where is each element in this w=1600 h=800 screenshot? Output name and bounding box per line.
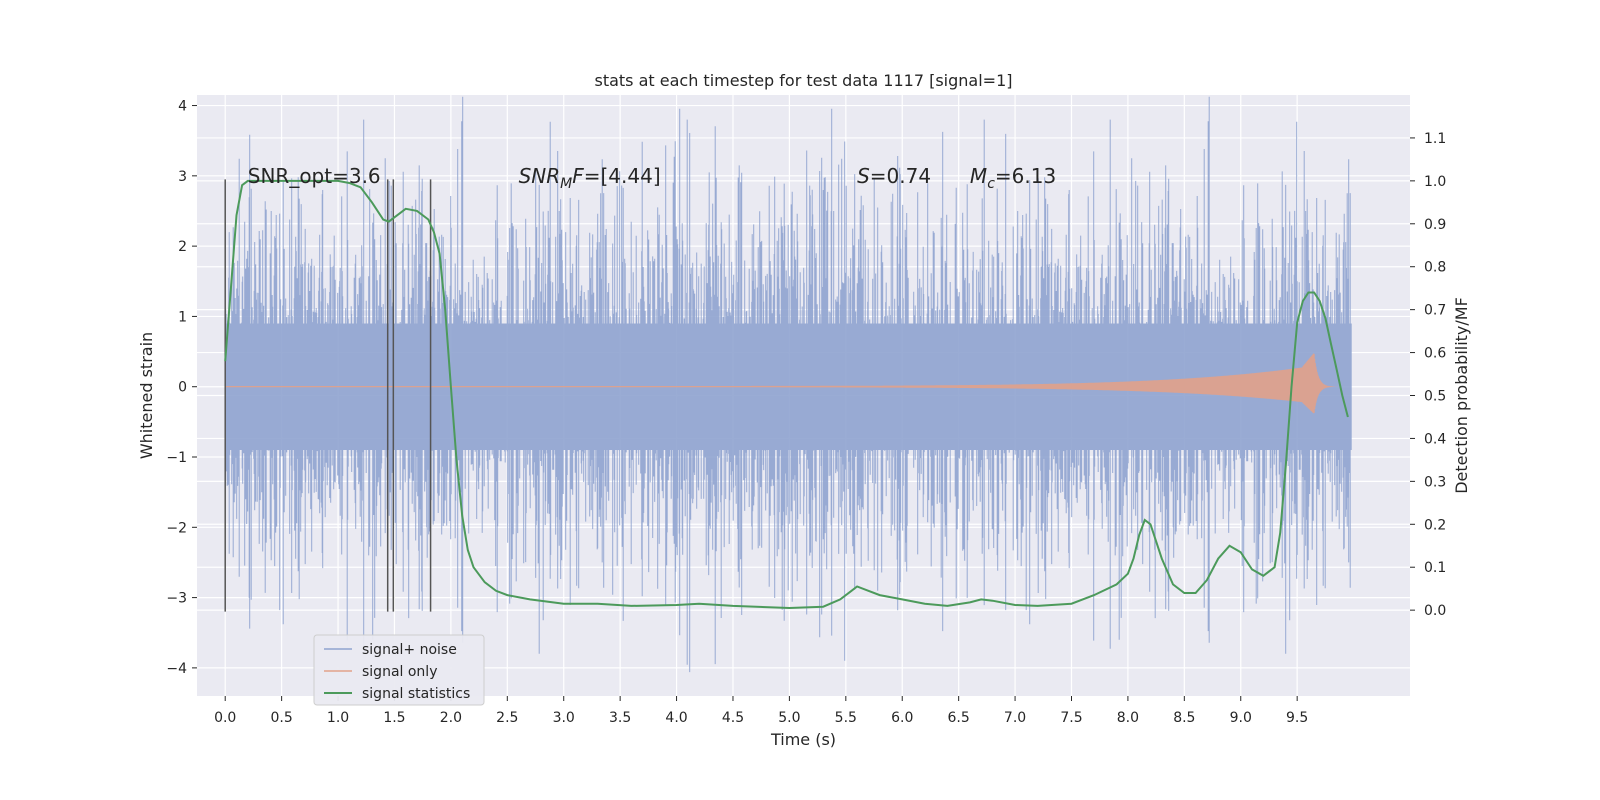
y-tick-label-right: 0.5 [1424, 389, 1446, 405]
y-tick-label-right: 0.2 [1424, 517, 1446, 533]
series-signal-statistics [224, 179, 1349, 610]
series-layer [224, 96, 1352, 673]
x-tick-label: 8.0 [1117, 710, 1139, 726]
y-axis-label-right: Detection probability/MF [1452, 297, 1471, 494]
y-tick-label-left: 4 [178, 99, 187, 115]
x-tick-label: 4.5 [722, 710, 744, 726]
y-tick-label-left: −1 [166, 450, 187, 466]
y-tick-label-right: 0.0 [1424, 603, 1446, 619]
y-tick-label-right: 0.9 [1424, 217, 1446, 233]
x-tick-label: 1.0 [327, 710, 349, 726]
x-tick-label: 9.0 [1230, 710, 1252, 726]
annotation: Mc=6.13 [970, 164, 1056, 192]
x-tick-label: 3.5 [609, 710, 631, 726]
y-tick-label-right: 1.0 [1424, 174, 1446, 190]
x-tick-label: 9.5 [1286, 710, 1308, 726]
y-tick-label-right: 0.4 [1424, 431, 1446, 447]
x-tick-label: 3.0 [553, 710, 575, 726]
y-tick-label-left: 1 [178, 309, 187, 325]
legend-label: signal only [362, 664, 437, 680]
x-tick-label: 0.5 [270, 710, 292, 726]
legend-label: signal statistics [362, 686, 470, 702]
annotation: SNR_opt=3.6 [248, 164, 381, 188]
y-tick-label-right: 0.3 [1424, 474, 1446, 490]
x-tick-label: 8.5 [1173, 710, 1195, 726]
x-axis-label: Time (s) [770, 730, 836, 749]
x-tick-label: 6.0 [891, 710, 913, 726]
y-tick-label-left: 2 [178, 239, 187, 255]
x-tick-label: 5.5 [835, 710, 857, 726]
x-tick-label: 7.5 [1060, 710, 1082, 726]
x-tick-label: 4.0 [665, 710, 687, 726]
y-tick-label-left: 0 [178, 380, 187, 396]
y-tick-label-left: −3 [166, 591, 187, 607]
x-tick-label: 0.0 [214, 710, 236, 726]
chart-title: stats at each timestep for test data 111… [594, 71, 1012, 90]
x-tick-label: 7.0 [1004, 710, 1026, 726]
y-tick-label-right: 1.1 [1424, 131, 1446, 147]
annotation: S=0.74 [857, 164, 931, 188]
y-tick-label-left: 3 [178, 169, 187, 185]
y-tick-label-right: 0.1 [1424, 560, 1446, 576]
annotation: SNRMF=[4.44] [519, 164, 661, 192]
x-tick-label: 2.5 [496, 710, 518, 726]
y-tick-label-right: 0.7 [1424, 303, 1446, 319]
x-tick-label: 6.5 [948, 710, 970, 726]
y-tick-label-right: 0.8 [1424, 260, 1446, 276]
x-tick-label: 1.5 [383, 710, 405, 726]
x-tick-label: 5.0 [778, 710, 800, 726]
y-tick-label-left: −2 [166, 520, 187, 536]
y-tick-label-left: −4 [166, 661, 187, 677]
legend-label: signal+ noise [362, 642, 457, 658]
x-tick-label: 2.0 [440, 710, 462, 726]
legend-box [313, 634, 485, 706]
ticks: 0.0 0.5 1.0 1.5 2.0 2.5 3.0 3.5 4.0 4.5 5.0 5.5 6.0 6… [166, 99, 1446, 726]
annotations: SNR_opt=3.6 SNRMF=[4.44] S=0.74 Mc=6.13 [248, 164, 1056, 192]
legend: signal+ noise signal only signal statistic… [313, 634, 485, 706]
y-tick-label-right: 0.6 [1424, 346, 1446, 362]
y-axis-label-left: Whitened strain [137, 332, 156, 459]
